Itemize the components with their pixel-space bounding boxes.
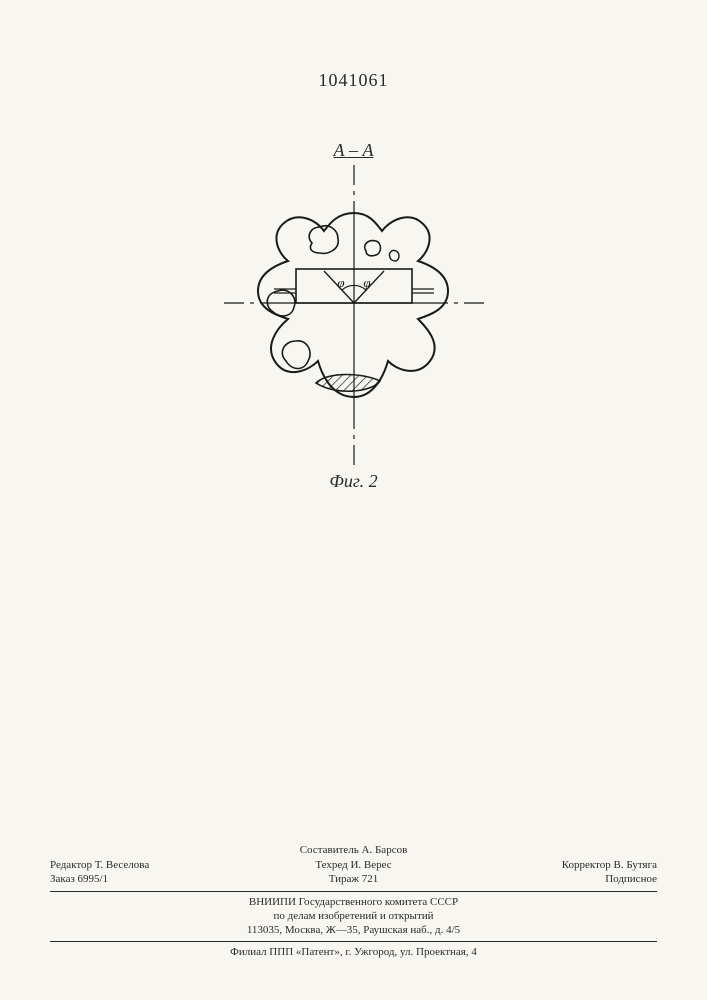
rock-lump [282, 341, 310, 369]
patent-number: 1041061 [0, 70, 707, 91]
editor-credit: Редактор Т. Веселова [50, 859, 252, 873]
subscription-label: Подписное [455, 873, 657, 887]
imprint-block: Составитель А. Барсов Редактор Т. Весело… [50, 844, 657, 960]
section-view-label: А – А [334, 140, 374, 161]
divider [50, 941, 657, 942]
rock-lump [389, 250, 399, 261]
print-run: Тираж 721 [252, 873, 454, 887]
figure-block: А – А [0, 140, 707, 492]
page: 1041061 А – А [0, 0, 707, 1000]
publisher-dept: по делам изобретений и открытий [50, 910, 657, 924]
publisher-org: ВНИИПИ Государственного комитета СССР [50, 896, 657, 910]
reamer-outline [258, 213, 448, 397]
order-number: Заказ 6995/1 [50, 873, 252, 887]
divider [50, 891, 657, 892]
publisher-address: 113035, Москва, Ж—35, Раушская наб., д. … [50, 924, 657, 938]
angle-label-left: φ [337, 275, 344, 290]
compiler-credit: Составитель А. Барсов [252, 844, 454, 858]
wedge-insert [316, 375, 380, 392]
figure-caption: Фиг. 2 [0, 471, 707, 492]
corrector-credit: Корректор В. Бутяга [455, 859, 657, 873]
figure-drawing: φ φ [204, 165, 504, 465]
branch-address: Филиал ППП «Патент», г. Ужгород, ул. Про… [50, 946, 657, 960]
rock-lump [364, 241, 380, 256]
angle-label-right: φ [363, 275, 370, 290]
techred-credit: Техред И. Верес [252, 859, 454, 873]
